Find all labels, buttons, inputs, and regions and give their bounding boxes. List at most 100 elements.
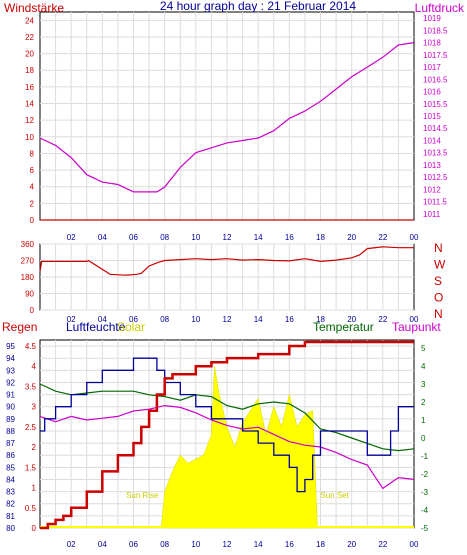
compass-label: S	[434, 274, 442, 288]
humidity-tick: 91	[6, 391, 15, 400]
rain-tick: 1.5	[25, 463, 37, 472]
rain-tick: 1	[32, 484, 37, 493]
panel2-x-tick: 08	[160, 315, 169, 324]
panel3-x-tick: 00	[410, 540, 419, 549]
temperature-tick: 1	[421, 416, 426, 425]
humidity-tick: 90	[6, 403, 15, 412]
luftdruck-line	[39, 42, 415, 193]
panel1-right-tick: 1018	[423, 39, 441, 48]
panel1-x-tick: 20	[347, 233, 356, 242]
luftfeuchte-label: Luftfeuchte	[66, 320, 126, 334]
panel1-right-tick: 1015	[423, 112, 441, 121]
panel1-left-tick: 10	[25, 133, 34, 142]
temperature-tick: -2	[421, 470, 429, 479]
compass-label: W	[434, 258, 446, 272]
panel1-right-tick: 1012.5	[423, 173, 448, 182]
humidity-tick: 94	[6, 354, 15, 363]
humidity-tick: 95	[6, 342, 15, 351]
panel3-x-tick: 10	[191, 540, 200, 549]
panel2-x-tick: 14	[254, 315, 263, 324]
panel3-x-tick: 22	[378, 540, 387, 549]
panel1-left-tick: 0	[30, 216, 35, 225]
humidity-tick: 81	[6, 512, 15, 521]
temperature-tick: 0	[421, 434, 426, 443]
panel2-x-tick: 04	[98, 315, 107, 324]
temperature-tick: 5	[421, 344, 426, 353]
rain-tick: 3	[32, 403, 37, 412]
panel1-x-tick: 16	[285, 233, 294, 242]
windstaerke-label: Windstärke	[4, 1, 64, 15]
taupunkt-label: Taupunkt	[392, 320, 441, 334]
panel1-left-tick: 6	[30, 166, 35, 175]
panel1-right-tick: 1017	[423, 63, 441, 72]
panel1-left-tick: 14	[25, 100, 34, 109]
solar-label: Solar	[117, 320, 145, 334]
panel1-x-tick: 08	[160, 233, 169, 242]
temperature-tick: 2	[421, 398, 426, 407]
panel2-x-tick: 00	[410, 315, 419, 324]
compass-label: O	[434, 291, 443, 305]
humidity-tick: 85	[6, 463, 15, 472]
humidity-tick: 82	[6, 500, 15, 509]
luftdruck-label: Luftdruck	[415, 1, 465, 15]
temperature-tick: -3	[421, 488, 429, 497]
panel2-left-tick: 270	[21, 257, 35, 266]
panel1-left-tick: 2	[30, 199, 35, 208]
humidity-tick: 89	[6, 415, 15, 424]
regen-line	[40, 340, 414, 530]
panel2-left-tick: 180	[21, 273, 35, 282]
compass-label: N	[434, 307, 443, 321]
panel1-x-tick: 02	[67, 233, 76, 242]
panel1-right-tick: 1016	[423, 88, 441, 97]
temperature-tick: 3	[421, 380, 426, 389]
humidity-tick: 92	[6, 378, 15, 387]
temperatur-line	[39, 383, 415, 452]
panel2-x-tick: 18	[316, 315, 325, 324]
panel2-x-tick: 12	[223, 315, 232, 324]
panel3-x-tick: 20	[347, 540, 356, 549]
sunset-label: Sun Set	[320, 491, 349, 500]
panel1-x-tick: 00	[410, 233, 419, 242]
panel1-right-tick: 1018.5	[423, 26, 448, 35]
humidity-tick: 80	[6, 524, 15, 533]
rain-tick: 2.5	[25, 423, 37, 432]
humidity-tick: 93	[6, 366, 15, 375]
panel1-left-tick: 22	[25, 33, 34, 42]
panel1-x-tick: 12	[223, 233, 232, 242]
panel1-x-tick: 10	[191, 233, 200, 242]
panel1-right-tick: 1012	[423, 185, 441, 194]
panel1-left-tick: 24	[25, 16, 34, 25]
panel3-x-tick: 08	[160, 540, 169, 549]
panel2-x-tick: 22	[378, 315, 387, 324]
rain-tick: 2	[32, 443, 37, 452]
panel1-right-tick: 1019	[423, 14, 441, 23]
rain-tick: 4.5	[25, 342, 37, 351]
temperature-tick: -1	[421, 452, 429, 461]
panel3-x-tick: 12	[223, 540, 232, 549]
temperature-tick: 4	[421, 362, 426, 371]
humidity-tick: 83	[6, 488, 15, 497]
panel1-right-tick: 1011.5	[423, 198, 447, 207]
wind-direction-line	[39, 246, 414, 276]
panel1-x-tick: 06	[129, 233, 138, 242]
panel1-right-tick: 1013.5	[423, 149, 448, 158]
panel2-x-tick: 02	[67, 315, 76, 324]
panel1-left-tick: 18	[25, 66, 34, 75]
panel2-left-tick: 0	[30, 306, 35, 315]
humidity-tick: 84	[6, 475, 15, 484]
panel1-right-tick: 1016.5	[423, 75, 448, 84]
panel3-x-tick: 02	[67, 540, 76, 549]
compass-label: N	[434, 241, 443, 255]
panel1-right-tick: 1013	[423, 161, 441, 170]
panel3-x-tick: 16	[285, 540, 294, 549]
panel1-right-tick: 1017.5	[423, 51, 448, 60]
panel1-x-tick: 18	[316, 233, 325, 242]
temperature-tick: -4	[421, 506, 429, 515]
panel1-left-tick: 16	[25, 83, 34, 92]
panel3-x-tick: 18	[316, 540, 325, 549]
panel1-x-tick: 04	[98, 233, 107, 242]
panel1-x-tick: 22	[378, 233, 387, 242]
taupunkt-line	[39, 404, 415, 490]
